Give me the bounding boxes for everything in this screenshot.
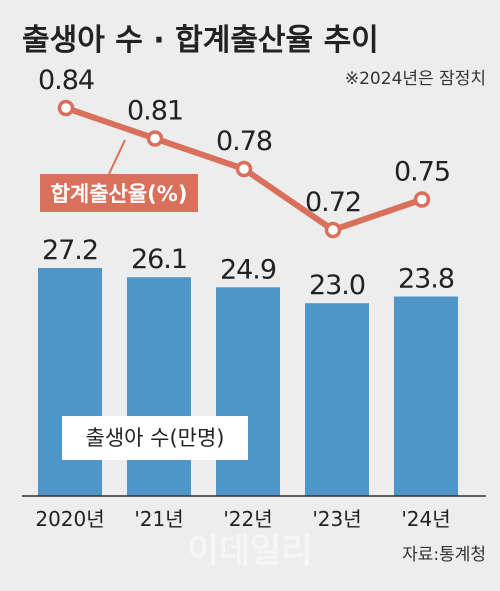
- rate-point-4: [413, 191, 431, 208]
- bar-series: [38, 268, 458, 496]
- x-tick-label-2: '22년: [223, 507, 272, 531]
- x-tick-label-1: '21년: [134, 507, 183, 531]
- source-label: 자료:통계청: [402, 545, 486, 565]
- bar-value-label-2: 24.9: [220, 254, 276, 285]
- rate-value-labels: 0.84 0.81 0.78 0.72 0.75: [38, 65, 451, 218]
- watermark: 이데일리: [187, 531, 312, 571]
- x-axis-ticks: 2020년 '21년 '22년 '23년 '24년: [35, 507, 450, 531]
- birth-legend-box: [62, 416, 248, 460]
- bar-value-label-4: 23.8: [398, 264, 454, 295]
- bar-1: [127, 277, 191, 496]
- rate-legend-label: 합계출산율(%): [51, 182, 188, 206]
- rate-value-label-4: 0.75: [394, 157, 450, 188]
- bar-value-label-0: 27.2: [42, 235, 98, 266]
- bar-2: [216, 287, 280, 496]
- rate-point-0: [57, 99, 75, 117]
- rate-value-label-0: 0.84: [38, 65, 94, 96]
- birth-legend-label: 출생아 수(만명): [86, 426, 225, 450]
- rate-point-2: [235, 160, 253, 178]
- bar-value-label-3: 23.0: [309, 270, 365, 301]
- rate-value-label-3: 0.72: [305, 187, 361, 218]
- rate-value-label-1: 0.81: [127, 96, 183, 127]
- bar-4: [394, 296, 458, 496]
- rate-legend-leader: [108, 139, 126, 175]
- provisional-note: ※2024년은 잠정치: [345, 69, 486, 89]
- birth-legend: 출생아 수(만명): [62, 416, 248, 460]
- rate-point-3: [324, 221, 342, 239]
- rate-legend-box: [40, 174, 198, 212]
- rate-value-label-2: 0.78: [216, 126, 272, 157]
- x-tick-label-3: '23년: [312, 507, 361, 531]
- rate-point-1: [146, 130, 164, 147]
- bar-value-label-1: 26.1: [131, 244, 187, 275]
- chart-title: 출생아 수 · 합계출산율 추이: [22, 23, 379, 58]
- x-tick-label-4: '24년: [401, 507, 450, 531]
- rate-line-series: [57, 99, 431, 239]
- bar-0: [38, 268, 102, 496]
- x-tick-label-0: 2020년: [35, 507, 104, 531]
- bar-value-labels: 27.2 26.1 24.9 23.0 23.8: [42, 235, 455, 301]
- bar-3: [305, 303, 369, 496]
- rate-legend: 합계출산율(%): [40, 139, 198, 212]
